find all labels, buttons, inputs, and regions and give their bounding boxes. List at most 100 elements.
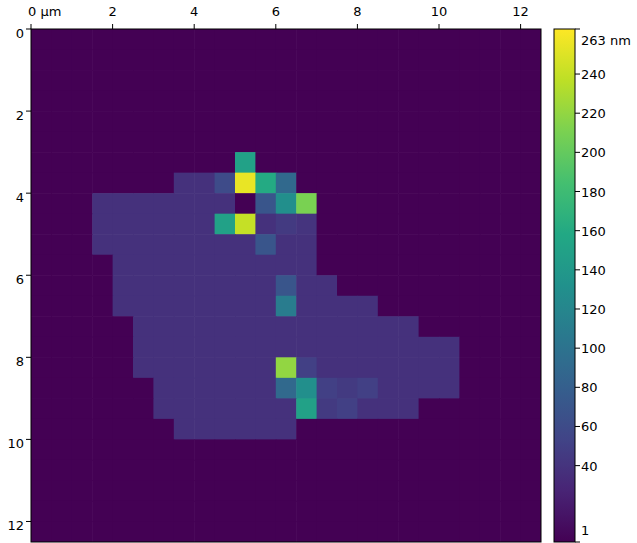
colorbar-label: 180 — [581, 185, 606, 200]
cell — [276, 214, 297, 235]
cell — [337, 419, 358, 440]
cell — [337, 378, 358, 399]
cell — [194, 275, 215, 296]
cell — [133, 234, 154, 255]
cell — [194, 70, 215, 91]
cell — [296, 378, 317, 399]
cell — [317, 419, 338, 440]
cell — [133, 419, 154, 440]
cell — [113, 521, 134, 542]
cell — [113, 214, 134, 235]
cell — [215, 70, 236, 91]
cell — [194, 316, 215, 337]
cell — [153, 173, 174, 194]
cell — [235, 234, 256, 255]
cell — [500, 50, 521, 71]
cell — [500, 378, 521, 399]
cell — [133, 460, 154, 481]
x-tick-label: 12 — [512, 4, 529, 19]
cell — [92, 296, 113, 317]
cell — [174, 275, 195, 296]
cell — [51, 316, 72, 337]
cell — [255, 398, 276, 419]
cell — [459, 255, 480, 276]
cell — [439, 234, 460, 255]
cell — [194, 501, 215, 522]
colorbar-label: 60 — [581, 419, 598, 434]
colorbar-label: 140 — [581, 263, 606, 278]
cell — [398, 111, 419, 132]
cell — [276, 111, 297, 132]
cell — [31, 480, 52, 501]
cell — [215, 480, 236, 501]
cell — [459, 214, 480, 235]
chart: 0 µm246810120246810121406080100120140160… — [0, 0, 637, 543]
cell — [357, 193, 378, 214]
cell — [378, 296, 399, 317]
cell — [398, 337, 419, 358]
cell — [459, 419, 480, 440]
colorbar-label: 220 — [581, 106, 606, 121]
cell — [480, 501, 501, 522]
cell — [419, 132, 440, 153]
cell — [153, 378, 174, 399]
cell — [419, 398, 440, 419]
cell — [153, 398, 174, 419]
cell — [174, 480, 195, 501]
cell — [480, 460, 501, 481]
cell — [459, 501, 480, 522]
colorbar-tick — [575, 74, 580, 75]
cell — [31, 70, 52, 91]
cell — [317, 337, 338, 358]
cell — [480, 398, 501, 419]
cell — [153, 337, 174, 358]
cell — [255, 378, 276, 399]
cell — [276, 398, 297, 419]
cell — [255, 521, 276, 542]
cell — [337, 316, 358, 337]
cell — [215, 193, 236, 214]
cell — [521, 419, 541, 440]
cell — [378, 70, 399, 91]
cell — [113, 439, 134, 460]
cell — [276, 193, 297, 214]
cell — [521, 255, 541, 276]
cell — [133, 193, 154, 214]
cell — [31, 275, 52, 296]
cell — [113, 337, 134, 358]
cell — [500, 501, 521, 522]
cell — [357, 29, 378, 50]
x-tick — [112, 24, 113, 29]
cell — [296, 337, 317, 358]
cell — [276, 378, 297, 399]
cell — [255, 419, 276, 440]
cell — [296, 152, 317, 173]
y-tick — [26, 521, 31, 522]
cell — [92, 70, 113, 91]
cell — [398, 29, 419, 50]
cell — [174, 255, 195, 276]
cell — [174, 193, 195, 214]
colorbar-tick — [575, 348, 580, 349]
cell — [215, 316, 236, 337]
cell — [296, 173, 317, 194]
cell — [31, 255, 52, 276]
cell — [215, 378, 236, 399]
cell — [255, 337, 276, 358]
cell — [194, 378, 215, 399]
cell — [235, 460, 256, 481]
cell — [194, 214, 215, 235]
cell — [235, 132, 256, 153]
cell — [235, 357, 256, 378]
cell — [133, 398, 154, 419]
cell — [276, 132, 297, 153]
cell — [521, 275, 541, 296]
cell — [92, 398, 113, 419]
cell — [521, 91, 541, 112]
cell — [439, 419, 460, 440]
cell — [317, 460, 338, 481]
cell — [31, 91, 52, 112]
cell — [276, 439, 297, 460]
cell — [51, 521, 72, 542]
cell — [31, 29, 52, 50]
